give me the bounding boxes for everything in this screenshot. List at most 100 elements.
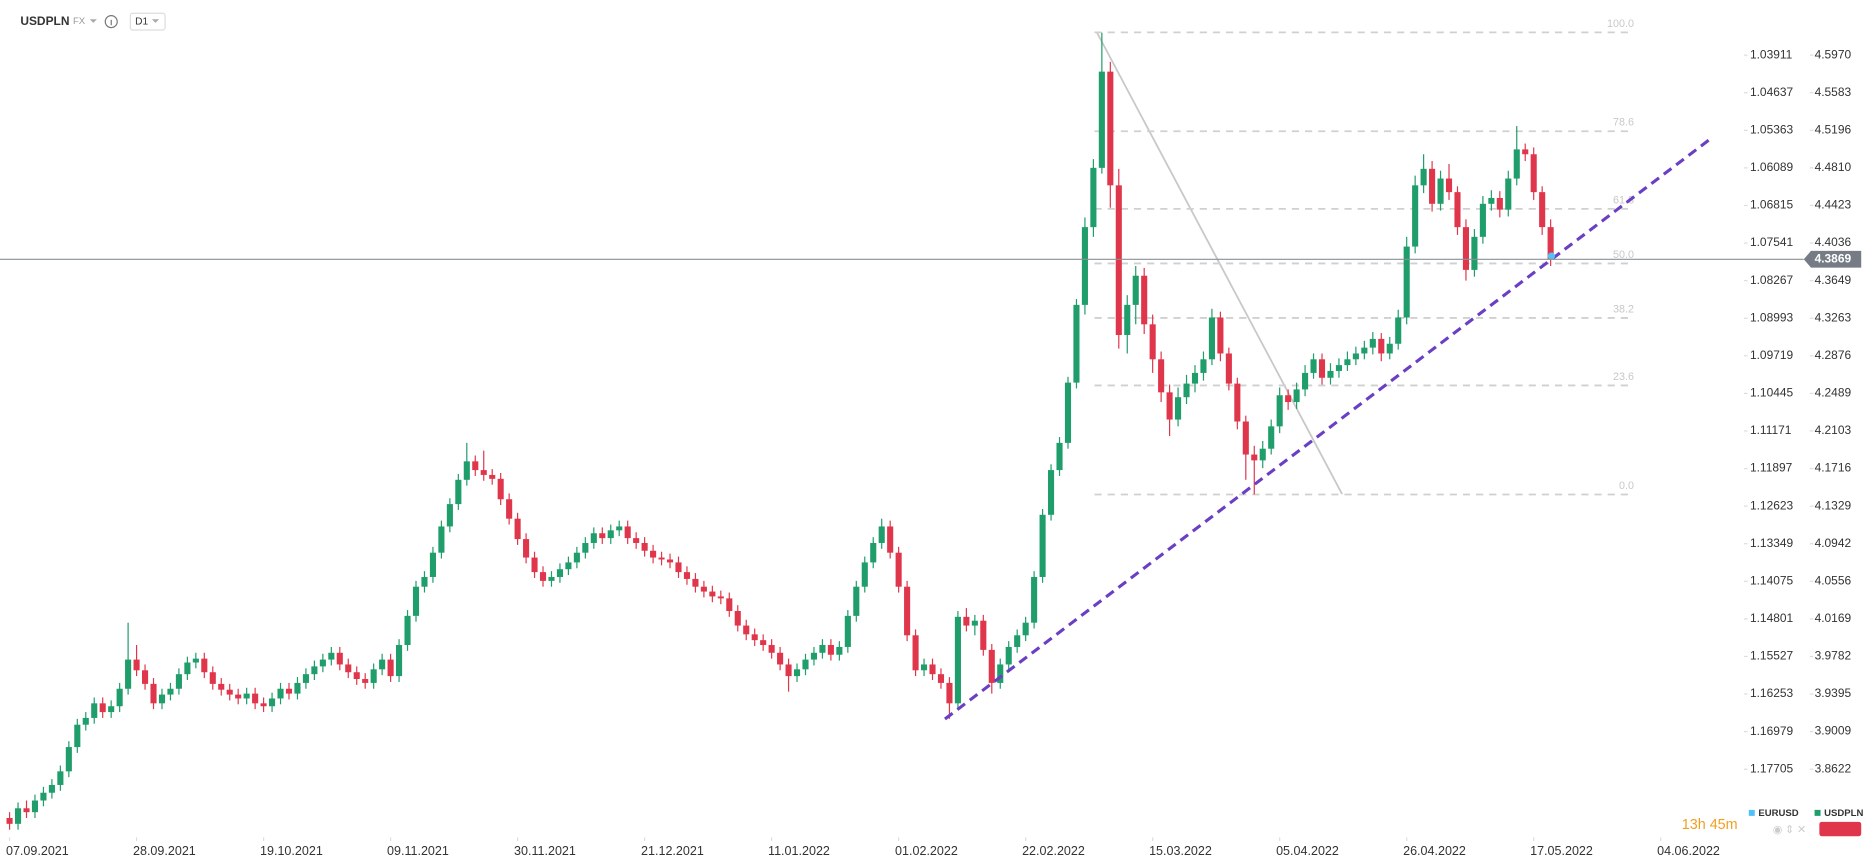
x-tick-label: 15.03.2022 — [1149, 844, 1212, 858]
market: FX — [73, 16, 86, 27]
candle-body — [311, 666, 318, 675]
candle-body — [802, 659, 809, 670]
candle-body — [404, 615, 411, 646]
symbol[interactable]: USDPLN — [20, 14, 69, 28]
candle-body — [1335, 365, 1342, 371]
candle-body — [1420, 168, 1427, 186]
remove-button[interactable] — [1819, 821, 1862, 837]
y2-tick-label: 1.14801 — [1750, 611, 1794, 625]
info-icon[interactable] — [104, 15, 118, 29]
candle-body — [31, 800, 39, 813]
candle-body — [827, 645, 834, 655]
candle-body — [785, 664, 792, 677]
candle-body — [319, 659, 326, 667]
fib-label: 78.6 — [1613, 117, 1634, 129]
candle-body — [1505, 178, 1512, 210]
candle-body — [1124, 304, 1131, 336]
candle-body — [429, 552, 436, 577]
x-tick-label: 07.09.2021 — [6, 844, 69, 858]
candle-body — [1522, 149, 1529, 155]
y-tick-label: 4.4810 — [1815, 160, 1852, 174]
candle-body — [1191, 372, 1199, 384]
candle-body — [1327, 370, 1334, 378]
candle-body — [506, 499, 513, 519]
candle-body — [523, 539, 530, 558]
candle-body — [1251, 454, 1258, 461]
candle-body — [743, 625, 750, 635]
candle-body — [1259, 448, 1266, 461]
candle-body — [328, 652, 335, 660]
candle-body — [379, 659, 386, 670]
candle-body — [116, 688, 123, 707]
candle-body — [531, 557, 538, 573]
x-tick-label: 28.09.2021 — [133, 844, 196, 858]
x-tick-label: 01.02.2022 — [895, 844, 958, 858]
candle-body — [1014, 635, 1021, 647]
candle-body — [1175, 397, 1182, 420]
candle-body — [125, 659, 132, 689]
candle-body — [963, 616, 970, 626]
y-tick-label: 4.5583 — [1815, 85, 1852, 99]
candle-body — [1318, 359, 1326, 378]
market-caret[interactable] — [89, 19, 97, 23]
candle-body — [810, 652, 818, 660]
candle-body — [1107, 71, 1114, 186]
y-tick-label: 3.8622 — [1815, 761, 1852, 775]
candle-body — [988, 649, 995, 683]
candle-body — [91, 703, 98, 718]
candle-body — [556, 569, 563, 577]
candle-body — [514, 518, 521, 540]
candle-body — [565, 562, 572, 570]
candle-body — [1200, 359, 1207, 373]
candle-body — [1513, 149, 1520, 179]
candle-body — [158, 694, 166, 704]
candle-body — [709, 591, 716, 597]
y2-tick-label: 1.07541 — [1750, 235, 1794, 249]
candle-body — [1183, 383, 1190, 398]
x-tick-label: 09.11.2021 — [387, 844, 449, 858]
candle-body — [141, 670, 149, 684]
interval-box[interactable] — [129, 12, 166, 31]
x-tick-label: 21.12.2021 — [641, 844, 704, 858]
candle-body — [1132, 275, 1139, 305]
candle-body — [209, 672, 216, 684]
y-tick-label: 4.2876 — [1815, 348, 1852, 362]
interval-caret — [151, 19, 160, 23]
candle-body — [861, 562, 868, 587]
fib-label: 23.6 — [1613, 371, 1634, 383]
candle-body — [65, 747, 72, 772]
candle-body — [82, 717, 89, 725]
candle-body — [269, 698, 276, 707]
candle-body — [929, 664, 936, 675]
y-tick-label: 4.1716 — [1815, 461, 1852, 475]
candle-body — [133, 659, 140, 671]
candle-body — [446, 504, 453, 527]
candle-body — [1437, 178, 1444, 204]
candle-body — [1031, 576, 1038, 623]
candle-body — [844, 615, 851, 647]
candles — [6, 32, 1554, 830]
trend-line — [944, 137, 1712, 721]
y-tick-label: 4.5970 — [1815, 47, 1852, 61]
candle-body — [582, 542, 589, 553]
y2-tick-label: 1.08267 — [1750, 273, 1794, 287]
candle-body — [641, 542, 648, 551]
candle-body — [1090, 167, 1097, 228]
y-tick-label: 4.2489 — [1815, 386, 1852, 400]
candle-body — [23, 808, 30, 813]
candle-body — [760, 640, 767, 646]
candle-body — [235, 694, 242, 699]
candle-body — [167, 688, 174, 695]
candle-body — [14, 808, 22, 824]
y-tick-label: 3.9782 — [1815, 649, 1852, 663]
visibility-icon[interactable]: ◉ ⇕ ✕ — [1773, 824, 1806, 836]
candle-body — [192, 658, 199, 663]
candle-body — [946, 682, 953, 704]
y-tick-label: 4.0556 — [1815, 573, 1852, 587]
fib-label: 50.0 — [1613, 249, 1634, 261]
candle-body — [99, 703, 106, 713]
x-tick-label: 17.05.2022 — [1530, 844, 1593, 858]
candle-body — [1352, 353, 1359, 360]
